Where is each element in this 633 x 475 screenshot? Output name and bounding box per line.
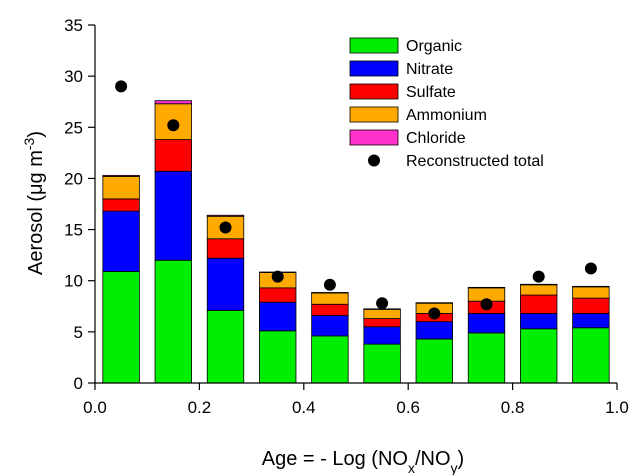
bar-segment-sulfate [154, 139, 192, 172]
bar-segment-sulfate [520, 294, 558, 314]
x-tick-label: 0.6 [396, 398, 420, 417]
reconstructed-total-point [428, 307, 441, 320]
bar-segment-sulfate [311, 303, 349, 316]
y-tick-label: 35 [64, 16, 83, 35]
bar-segment-ammonium [572, 286, 610, 299]
legend-label: Nitrate [406, 61, 453, 78]
bar-segment-nitrate [154, 170, 192, 261]
bar-segment-sulfate [259, 287, 297, 303]
y-tick-label: 20 [64, 169, 83, 188]
legend-label: Organic [406, 38, 462, 55]
legend-marker-reconstructed-total [368, 154, 380, 167]
bar-segment-nitrate [102, 210, 140, 272]
legend-label: Chloride [406, 130, 466, 147]
bar-segment-organic [467, 332, 506, 384]
legend-label: Ammonium [406, 107, 487, 124]
bar-segment-ammonium [520, 284, 558, 296]
reconstructed-total-points [115, 80, 597, 320]
bar-segment-sulfate [572, 297, 610, 314]
bar-segment-organic [102, 271, 140, 384]
legend-swatch-sulfate [349, 83, 399, 100]
bar-segment-organic [415, 338, 453, 384]
x-tick-label: 0.2 [188, 398, 212, 417]
bar-segment-nitrate [520, 313, 558, 330]
bar-segment-organic [154, 259, 192, 384]
bar-segment-ammonium [311, 292, 349, 305]
legend-label: Sulfate [406, 84, 456, 101]
bar-segment-chloride [520, 283, 558, 286]
bar-segment-chloride [206, 214, 245, 217]
bar-segment-organic [259, 330, 297, 384]
bar-segment-chloride [311, 292, 349, 294]
bar-segment-sulfate [363, 318, 401, 328]
bar-segment-organic [363, 343, 401, 384]
bar-segment-nitrate [467, 313, 506, 334]
y-tick-label: 25 [64, 118, 83, 137]
y-tick-label: 30 [64, 67, 83, 86]
axes: 0 5 10 15 20 25 30 35 0.0 0.2 0.4 0.6 0.8 1.0 [64, 16, 629, 417]
bar-segment-chloride [467, 286, 506, 289]
reconstructed-total-point [167, 119, 180, 132]
bar-segment-chloride [154, 100, 192, 105]
reconstructed-total-point [115, 80, 128, 93]
reconstructed-total-point [532, 270, 545, 283]
y-tick-label: 0 [74, 374, 83, 393]
bar-segment-nitrate [363, 326, 401, 345]
bar-segment-chloride [415, 302, 453, 304]
reconstructed-total-point [376, 297, 389, 310]
bar-segment-nitrate [415, 321, 453, 340]
legend-swatch-organic [349, 37, 399, 54]
bar-segment-organic [206, 309, 245, 384]
reconstructed-total-point [323, 278, 336, 291]
legend-swatch-nitrate [349, 60, 399, 77]
y-axis-title: Aerosol (μg m-3) [21, 131, 47, 275]
x-axis-title: Age = - Log (NOx/NOy) [262, 448, 464, 475]
bar-segment-nitrate [311, 315, 349, 337]
bar-segment-ammonium [363, 308, 401, 319]
x-tick-label: 0.4 [292, 398, 316, 417]
x-tick-label: 0.0 [83, 398, 107, 417]
legend: Organic Nitrate Sulfate Ammonium Chloride Rec… [349, 37, 544, 170]
bar-segment-ammonium [102, 175, 140, 200]
bar-segment-sulfate [206, 238, 245, 259]
bar-segment-nitrate [259, 301, 297, 332]
bar-segment-chloride [102, 174, 140, 177]
bar-segment-organic [311, 335, 349, 384]
x-tick-label: 1.0 [605, 398, 629, 417]
bar-segment-nitrate [206, 257, 245, 311]
bar-segment-nitrate [572, 313, 610, 329]
x-tick-label: 0.8 [501, 398, 525, 417]
legend-label: Reconstructed total [406, 153, 544, 170]
y-tick-label: 10 [64, 272, 83, 291]
reconstructed-total-point [219, 221, 232, 234]
y-tick-label: 5 [74, 323, 83, 342]
reconstructed-total-point [480, 298, 493, 311]
bar-segment-organic [520, 328, 558, 384]
y-tick-label: 15 [64, 221, 83, 240]
reconstructed-total-point [271, 270, 284, 283]
reconstructed-total-point [584, 262, 597, 275]
bar-segment-chloride [572, 285, 610, 288]
bar-segment-organic [572, 327, 610, 384]
legend-swatch-ammonium [349, 106, 399, 123]
legend-swatch-chloride [349, 129, 399, 146]
bar-segment-sulfate [102, 198, 140, 212]
